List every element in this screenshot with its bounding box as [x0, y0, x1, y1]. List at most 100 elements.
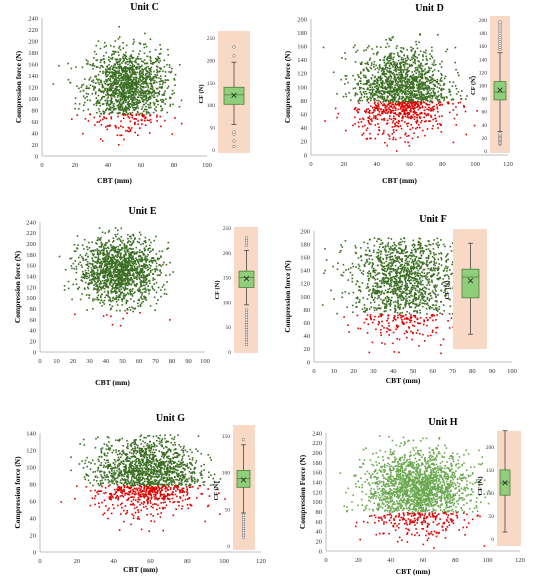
point-above-threshold — [141, 265, 143, 267]
point-above-threshold — [119, 282, 121, 284]
point-above-threshold — [404, 92, 406, 94]
point-above-threshold — [128, 82, 130, 84]
x-tick-label: 80 — [439, 161, 446, 168]
point-below-threshold — [358, 122, 360, 124]
point-above-threshold — [106, 71, 108, 73]
point-above-threshold — [124, 310, 126, 312]
point-above-threshold — [127, 238, 129, 240]
point-above-threshold — [136, 277, 138, 279]
point-below-threshold — [400, 137, 402, 139]
point-above-threshold — [89, 87, 91, 89]
point-above-threshold — [134, 291, 136, 293]
point-above-threshold — [400, 84, 402, 86]
point-above-threshold — [415, 56, 417, 58]
point-above-threshold — [105, 279, 107, 281]
point-above-threshold — [413, 87, 415, 89]
point-above-threshold — [124, 280, 126, 282]
point-above-threshold — [385, 63, 387, 65]
point-above-threshold — [123, 76, 125, 78]
point-below-threshold — [428, 107, 430, 109]
point-above-threshold — [415, 41, 417, 43]
point-above-threshold — [399, 69, 401, 71]
boxplot-tick-label: 250 — [207, 36, 216, 42]
point-above-threshold — [144, 59, 146, 61]
point-below-threshold — [439, 104, 441, 106]
point-above-threshold — [393, 88, 395, 90]
point-above-threshold — [116, 285, 118, 287]
point-above-threshold — [109, 67, 111, 69]
point-above-threshold — [431, 88, 433, 90]
point-above-threshold — [120, 87, 122, 89]
point-above-threshold — [142, 77, 144, 79]
point-above-threshold — [107, 93, 109, 95]
point-above-threshold — [341, 57, 343, 59]
point-above-threshold — [156, 253, 158, 255]
point-above-threshold — [101, 113, 103, 115]
point-above-threshold — [460, 95, 462, 97]
point-above-threshold — [97, 277, 99, 279]
point-above-threshold — [411, 49, 413, 51]
point-above-threshold — [133, 39, 135, 41]
point-above-threshold — [128, 265, 130, 267]
point-below-threshold — [370, 105, 372, 107]
point-below-threshold — [106, 314, 108, 316]
point-above-threshold — [119, 36, 121, 38]
point-above-threshold — [404, 99, 406, 101]
point-above-threshold — [83, 84, 85, 86]
point-above-threshold — [379, 59, 381, 61]
point-above-threshold — [405, 101, 407, 103]
point-below-threshold — [382, 105, 384, 107]
point-above-threshold — [115, 84, 117, 86]
point-above-threshold — [395, 80, 397, 82]
point-below-threshold — [377, 102, 379, 104]
point-above-threshold — [140, 234, 142, 236]
point-above-threshold — [84, 276, 86, 278]
point-above-threshold — [122, 287, 124, 289]
boxplot-outlier — [233, 131, 236, 134]
point-above-threshold — [104, 288, 106, 290]
point-above-threshold — [96, 282, 98, 284]
point-above-threshold — [412, 48, 414, 50]
point-above-threshold — [108, 56, 110, 58]
point-above-threshold — [156, 303, 158, 305]
point-below-threshold — [126, 312, 128, 314]
point-above-threshold — [102, 272, 104, 274]
point-below-threshold — [401, 128, 403, 130]
point-above-threshold — [130, 96, 132, 98]
point-above-threshold — [345, 78, 347, 80]
point-below-threshold — [381, 103, 383, 105]
point-above-threshold — [113, 269, 115, 271]
point-above-threshold — [149, 247, 151, 249]
point-below-threshold — [103, 116, 105, 118]
point-above-threshold — [99, 71, 101, 73]
point-above-threshold — [139, 76, 141, 78]
x-tick-label: 60 — [430, 368, 437, 375]
point-above-threshold — [161, 87, 163, 89]
point-above-threshold — [89, 78, 91, 80]
point-above-threshold — [348, 92, 350, 94]
point-above-threshold — [383, 91, 385, 93]
point-below-threshold — [407, 105, 409, 107]
point-below-threshold — [387, 112, 389, 114]
point-above-threshold — [133, 82, 135, 84]
point-above-threshold — [441, 77, 443, 79]
point-below-threshold — [385, 105, 387, 107]
point-above-threshold — [385, 46, 387, 48]
point-above-threshold — [382, 98, 384, 100]
point-above-threshold — [399, 74, 401, 76]
point-above-threshold — [375, 65, 377, 67]
point-above-threshold — [106, 109, 108, 111]
boxplot-outlier — [245, 311, 248, 314]
point-above-threshold — [179, 106, 181, 108]
point-above-threshold — [352, 75, 354, 77]
point-above-threshold — [148, 111, 150, 113]
point-below-threshold — [410, 124, 412, 126]
point-below-threshold — [394, 126, 396, 128]
point-below-threshold — [424, 121, 426, 123]
point-above-threshold — [124, 244, 126, 246]
point-above-threshold — [397, 54, 399, 56]
point-above-threshold — [117, 100, 119, 102]
point-above-threshold — [150, 71, 152, 73]
point-above-threshold — [104, 88, 106, 90]
